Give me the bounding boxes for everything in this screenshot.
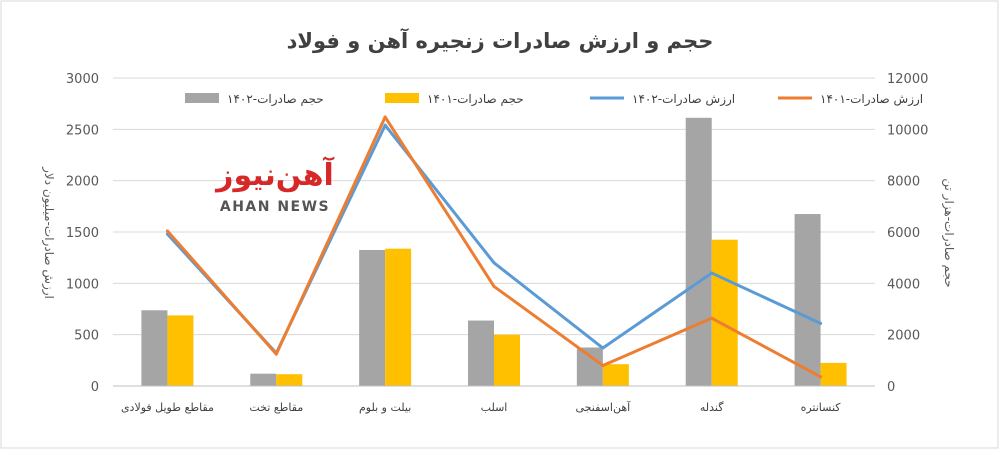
data-point [601,363,605,367]
x-tick-label: بیلت و بلوم [359,401,411,414]
x-tick-label: مقاطع تخت [249,401,303,414]
y-tick-label: 3000 [66,72,99,87]
data-point [601,346,605,350]
legend-swatch [385,93,419,103]
x-tick-label: آهن‌اسفنجی [576,400,632,414]
data-point [383,115,387,119]
bar [820,362,847,386]
y2-tick-label: 0 [887,380,895,395]
y2-tick-label: 4000 [887,277,920,292]
bar [794,214,821,386]
y-tick-label: 1000 [66,277,99,292]
y-axis-label: ارزش صادرات-میلیون دلار [41,166,56,299]
data-point [492,261,496,265]
bar [602,364,629,386]
bars [141,117,847,387]
data-point [274,352,278,356]
y-tick-label: 1500 [66,226,99,241]
data-point [819,321,823,325]
bar [576,347,603,386]
lines [165,115,823,379]
y-tick-label: 500 [74,329,99,344]
legend: حجم صادرات-۱۴۰۲ حجم صادرات-۱۴۰۱ ارزش صادرا… [185,92,923,107]
data-point [492,284,496,288]
bar [167,315,194,386]
x-tick-label: کنسانتره [801,401,842,414]
x-tick-label: مقاطع طویل فولادی [121,401,214,414]
data-point [710,316,714,320]
bar [685,117,712,387]
logo-text-en: AHAN NEWS [220,199,330,215]
data-point [165,229,169,233]
legend-label: ارزش صادرات-۱۴۰۱ [820,92,923,107]
legend-label: ارزش صادرات-۱۴۰۲ [632,92,735,107]
legend-label: حجم صادرات-۱۴۰۲ [227,92,324,107]
x-tick-label: گندله [700,401,724,414]
y2-tick-label: 6000 [887,226,920,241]
bar [359,249,386,386]
ahan-news-logo: آهن‌نیوز AHAN NEWS [214,156,334,215]
bar [494,334,520,386]
data-point [710,271,714,275]
bar [468,320,494,386]
x-tick-label: اسلب [481,401,508,414]
y-tick-label: 2500 [66,123,99,138]
bar [385,248,412,386]
y2-tick-label: 10000 [887,123,928,138]
y2-tick-label: 8000 [887,175,920,190]
bar [276,374,303,386]
data-point [819,375,823,379]
y2-axis-label: حجم صادرات-هزار تن [941,178,956,287]
axes: 0 500 1000 1500 2000 2500 3000 0 2000 4000 6000 800… [66,72,928,414]
chart-title: حجم و ارزش صادرات زنجیره آهن و فولاد [287,28,714,53]
y-tick-label: 0 [91,380,99,395]
y-tick-label: 2000 [66,175,99,190]
data-point [383,123,387,127]
legend-swatch [185,93,219,103]
bar [711,239,738,386]
bar [250,373,277,386]
legend-label: حجم صادرات-۱۴۰۱ [427,92,524,107]
y2-tick-label: 12000 [887,72,928,87]
bar [141,310,168,386]
logo-text-fa: آهن‌نیوز [214,156,334,193]
y2-tick-label: 2000 [887,329,920,344]
